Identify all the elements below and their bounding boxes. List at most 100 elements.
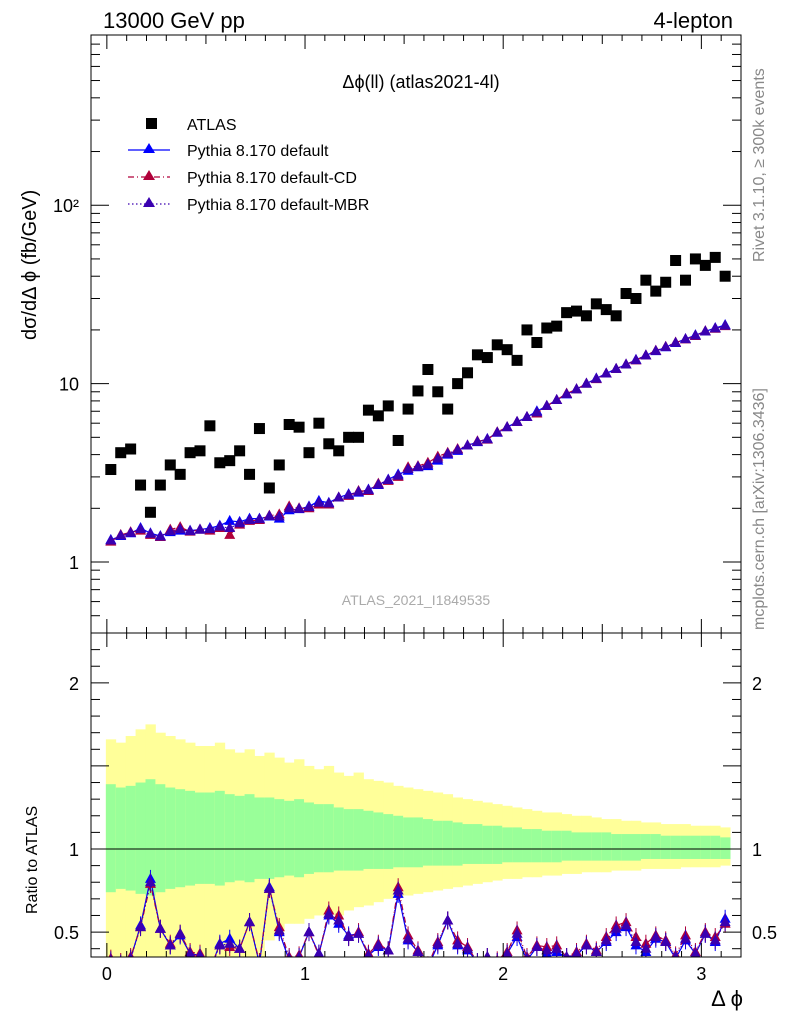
atlas-point xyxy=(699,259,711,271)
band-inner-bin xyxy=(621,834,632,861)
x-tick-label: 0 xyxy=(102,964,112,984)
atlas-point xyxy=(313,417,325,429)
legend-marker-atlas xyxy=(146,118,157,129)
legend: ATLAS Pythia 8.170 default Pythia 8.170 … xyxy=(128,117,369,214)
atlas-point xyxy=(670,254,682,266)
ratio-point xyxy=(563,951,570,957)
data-point xyxy=(610,362,622,373)
ratio-point xyxy=(204,964,215,974)
data-point xyxy=(442,447,454,458)
ratio-point xyxy=(303,926,315,937)
ratio-point xyxy=(263,882,275,893)
data-point xyxy=(244,513,256,524)
band-inner-bin xyxy=(690,835,701,859)
atlas-point xyxy=(600,304,612,316)
atlas-point xyxy=(481,352,493,364)
band-inner-bin xyxy=(700,835,711,859)
ratio-point xyxy=(244,916,256,927)
band-inner-bin xyxy=(512,827,523,863)
ratio-point xyxy=(412,946,424,957)
atlas-point xyxy=(462,367,474,379)
ratio-point xyxy=(462,942,474,953)
ratio-point xyxy=(128,952,134,957)
band-inner-bin xyxy=(492,825,503,864)
band-inner-bin xyxy=(422,819,434,866)
atlas-point xyxy=(412,385,424,397)
band-inner-bin xyxy=(373,812,384,869)
ratio-point xyxy=(372,939,384,950)
data-point xyxy=(580,377,592,388)
ratio-point xyxy=(364,949,373,957)
ratio-point xyxy=(184,947,196,957)
band-inner-bin xyxy=(115,787,127,889)
band-inner-bin xyxy=(204,792,216,884)
ratio-point xyxy=(402,932,414,943)
band-inner-bin xyxy=(363,810,374,869)
ratio-point xyxy=(323,907,335,918)
data-point xyxy=(303,501,315,512)
data-point xyxy=(571,383,583,394)
ratio-point xyxy=(115,959,126,969)
band-inner-bin xyxy=(571,832,582,861)
data-point xyxy=(719,319,731,330)
atlas-point xyxy=(511,354,523,366)
band-inner-bin xyxy=(254,797,265,879)
ratio-point xyxy=(719,916,731,927)
atlas-point xyxy=(323,438,335,450)
legend-marker-cd xyxy=(143,170,155,180)
data-point xyxy=(263,510,275,521)
data-point xyxy=(214,520,226,531)
band-inner-bin xyxy=(125,785,136,891)
ratio-point xyxy=(640,942,652,953)
data-point xyxy=(313,496,325,507)
series-line-cd xyxy=(110,325,726,543)
ratio-point xyxy=(580,939,592,950)
ratio-point xyxy=(109,954,113,957)
band-inner-bin xyxy=(403,817,414,868)
data-point xyxy=(709,322,721,333)
atlas-point xyxy=(719,270,731,282)
ratio-point xyxy=(286,952,292,957)
atlas-point xyxy=(303,447,315,459)
atlas-point xyxy=(372,410,384,422)
atlas-point xyxy=(660,276,672,288)
legend-label-cd: Pythia 8.170 default-CD xyxy=(187,170,357,187)
band-inner-bin xyxy=(710,835,721,859)
atlas-point xyxy=(273,459,285,471)
data-point xyxy=(164,525,176,536)
ratio-point xyxy=(313,947,325,957)
atlas-point xyxy=(253,423,265,435)
ratio-point xyxy=(590,946,602,957)
ratio-point xyxy=(333,914,345,925)
y-tick-label: 1 xyxy=(69,553,79,573)
atlas-point xyxy=(293,421,305,433)
ratio-y-tick-label-right: 2 xyxy=(752,674,762,694)
atlas-point xyxy=(620,288,632,300)
ratio-point xyxy=(422,961,433,971)
ratio-point xyxy=(610,922,622,933)
data-point xyxy=(154,530,166,541)
band-inner-bin xyxy=(234,795,245,881)
atlas-point xyxy=(353,431,365,443)
ratio-point xyxy=(442,914,454,925)
legend-label-atlas: ATLAS xyxy=(187,117,237,134)
ratio-point xyxy=(672,951,679,957)
data-point xyxy=(422,458,434,469)
ratio-point xyxy=(254,958,265,968)
ratio-point xyxy=(524,952,530,957)
band-inner-bin xyxy=(264,797,275,879)
ratio-uncertainty-bands xyxy=(91,724,741,957)
atlas-point xyxy=(709,251,721,263)
atlas-point xyxy=(194,445,206,457)
data-point xyxy=(343,488,355,499)
atlas-point xyxy=(263,482,275,494)
atlas-point xyxy=(144,506,156,518)
data-point xyxy=(253,513,265,524)
band-inner-bin xyxy=(522,829,533,863)
ratio-point xyxy=(164,939,176,950)
data-point xyxy=(521,410,533,421)
data-point xyxy=(640,349,652,360)
ratio-point xyxy=(422,959,433,969)
atlas-point xyxy=(541,322,553,334)
